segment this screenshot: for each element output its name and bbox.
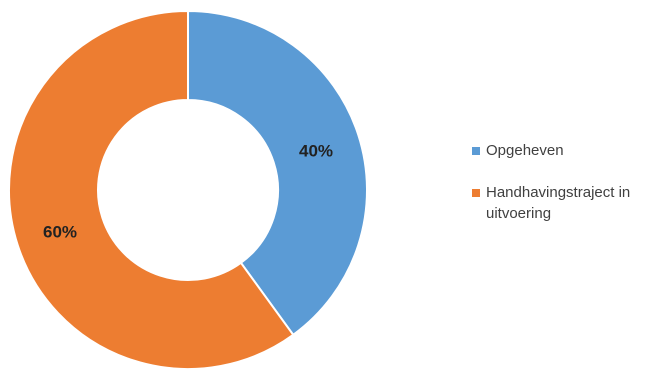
legend-label-handhavingstraject: Handhavingstraject in uitvoering — [486, 184, 631, 222]
data-label-group: 40% 60% — [43, 141, 333, 241]
slice-group — [8, 9, 368, 370]
legend-swatch-handhavingstraject — [472, 189, 480, 197]
data-label-handhavingstraject: 60% — [43, 222, 77, 241]
legend-swatch-opgeheven — [472, 147, 480, 155]
legend-label-opgeheven: Opgeheven — [486, 142, 564, 159]
data-label-opgeheven: 40% — [299, 141, 333, 160]
legend: Opgeheven Handhavingstraject in uitvoeri… — [472, 140, 662, 224]
legend-item-handhavingstraject: Handhavingstraject in uitvoering — [472, 182, 662, 224]
legend-item-opgeheven: Opgeheven — [472, 140, 662, 161]
slice-opgeheven — [187, 9, 368, 337]
slice-handhavingstraject — [8, 9, 295, 370]
